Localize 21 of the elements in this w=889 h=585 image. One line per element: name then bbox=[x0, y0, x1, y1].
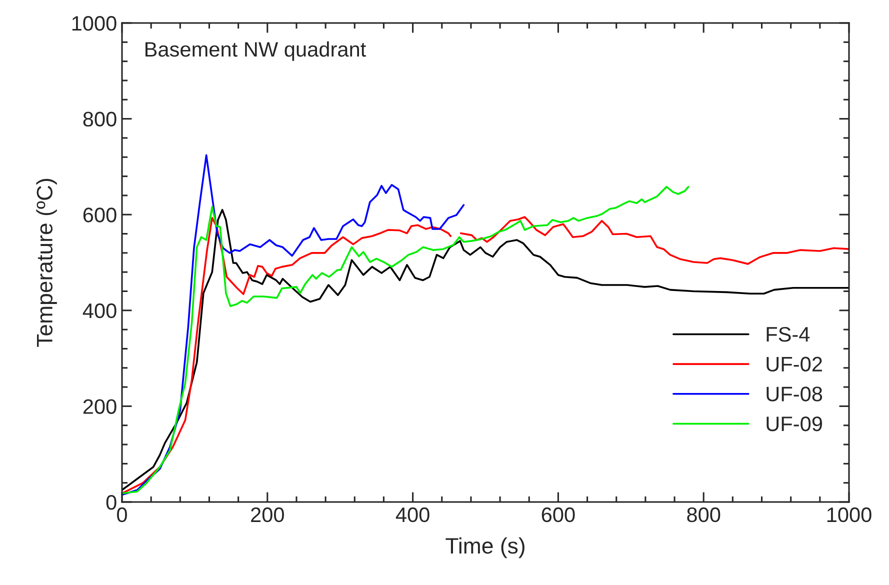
legend-label: FS-4 bbox=[766, 326, 810, 342]
x-tick-label: 200 bbox=[251, 507, 284, 522]
x-axis-title: Time (s) bbox=[446, 537, 524, 558]
legend-label: UF-09 bbox=[766, 416, 822, 432]
y-tick-label: 0 bbox=[106, 495, 116, 510]
x-tick-label: 1000 bbox=[827, 507, 872, 522]
legend-label: UF-02 bbox=[766, 356, 822, 372]
y-tick-label: 800 bbox=[83, 112, 116, 127]
x-tick-label: 400 bbox=[396, 507, 430, 522]
legend-label: UF-08 bbox=[766, 386, 822, 402]
y-tick-label: 600 bbox=[83, 208, 116, 222]
y-tick-label: 400 bbox=[82, 303, 116, 318]
y-axis-title: Temperature (ºC) bbox=[36, 178, 57, 347]
text: Basement NW quadrant bbox=[146, 41, 366, 61]
line-series bbox=[122, 186, 690, 494]
x-tick-label: 0 bbox=[117, 507, 127, 522]
y-tick-label: 1000 bbox=[72, 16, 116, 31]
line-series bbox=[122, 154, 465, 496]
x-tick-label: 600 bbox=[542, 507, 575, 522]
x-tick-label: 800 bbox=[687, 507, 720, 522]
y-tick-label: 200 bbox=[83, 399, 116, 414]
